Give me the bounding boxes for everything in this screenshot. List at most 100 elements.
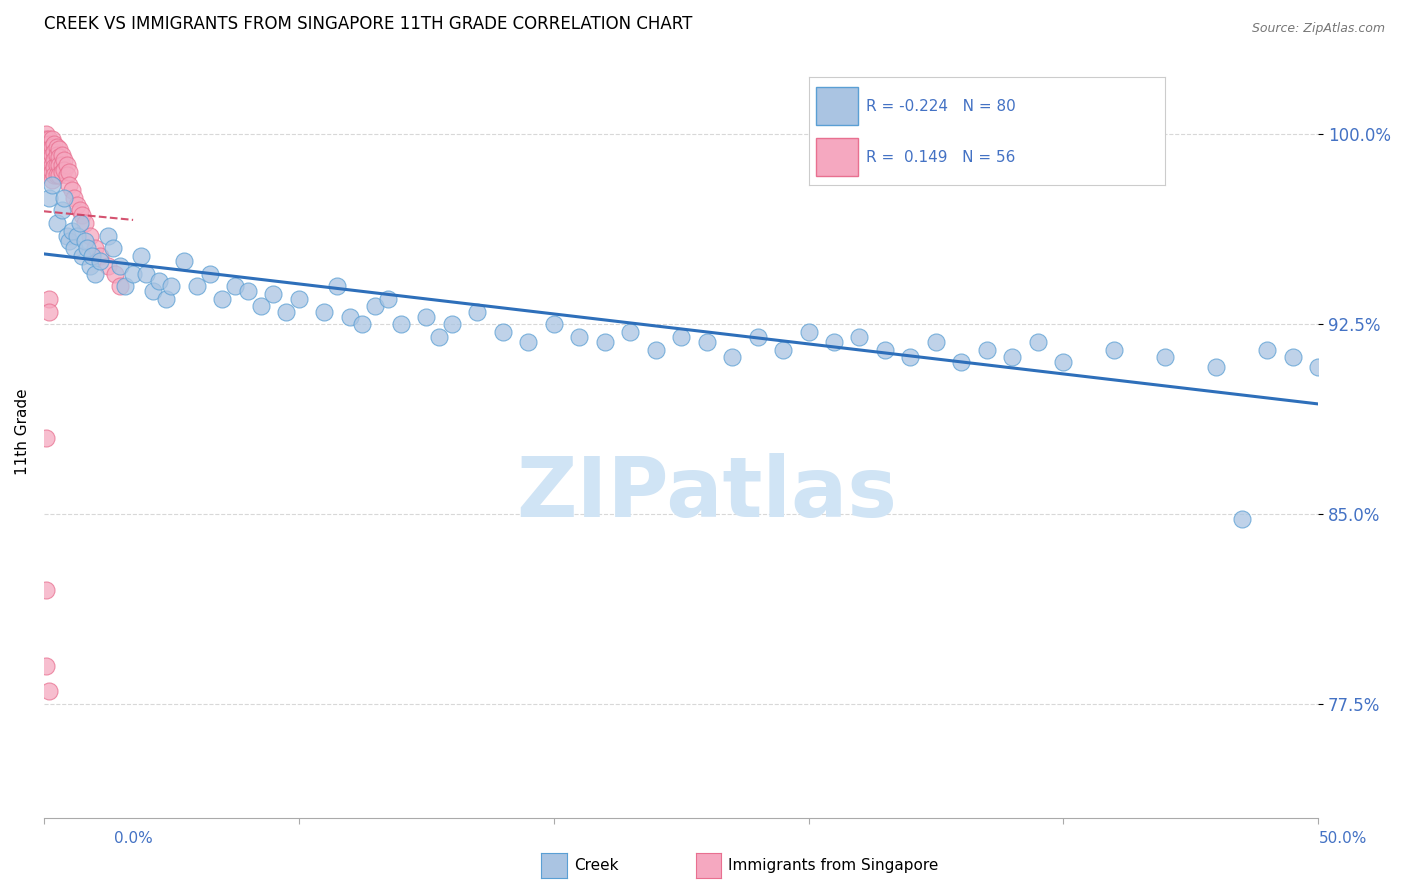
Point bbox=[38, 137, 60, 152]
Text: 50.0%: 50.0% bbox=[1319, 831, 1367, 846]
Point bbox=[53, 153, 76, 167]
Point bbox=[110, 259, 132, 273]
Point bbox=[69, 216, 91, 230]
Point bbox=[1154, 350, 1177, 364]
Point bbox=[1052, 355, 1074, 369]
Point bbox=[48, 168, 70, 182]
Point bbox=[198, 267, 221, 281]
Point bbox=[262, 286, 284, 301]
Point bbox=[56, 158, 79, 172]
Text: Immigrants from Singapore: Immigrants from Singapore bbox=[728, 858, 939, 872]
Text: 0.0%: 0.0% bbox=[114, 831, 153, 846]
Point bbox=[48, 143, 70, 157]
Point bbox=[35, 659, 58, 673]
Point bbox=[38, 165, 60, 179]
Point bbox=[38, 132, 60, 146]
Point bbox=[42, 145, 65, 159]
Point bbox=[1001, 350, 1024, 364]
Point bbox=[339, 310, 361, 324]
Point bbox=[1230, 512, 1253, 526]
Point bbox=[1281, 350, 1303, 364]
Point bbox=[45, 140, 67, 154]
Point bbox=[517, 334, 540, 349]
Point bbox=[415, 310, 437, 324]
Point bbox=[593, 334, 616, 349]
Point bbox=[73, 216, 96, 230]
Point bbox=[224, 279, 246, 293]
Point bbox=[60, 183, 83, 197]
Point bbox=[45, 158, 67, 172]
Point bbox=[35, 431, 58, 445]
Point bbox=[142, 285, 165, 299]
Point bbox=[53, 191, 76, 205]
Point bbox=[41, 165, 63, 179]
Point bbox=[173, 253, 195, 268]
Point bbox=[35, 132, 58, 146]
Text: Source: ZipAtlas.com: Source: ZipAtlas.com bbox=[1251, 22, 1385, 36]
Point bbox=[976, 343, 998, 357]
Text: Creek: Creek bbox=[574, 858, 619, 872]
Point bbox=[389, 317, 412, 331]
Point bbox=[41, 178, 63, 192]
Point bbox=[122, 267, 145, 281]
Point bbox=[721, 350, 744, 364]
Point bbox=[619, 325, 641, 339]
Point bbox=[848, 330, 870, 344]
Point bbox=[58, 178, 80, 192]
Point bbox=[101, 241, 124, 255]
Point bbox=[83, 267, 105, 281]
Point bbox=[41, 173, 63, 187]
Point bbox=[950, 355, 973, 369]
Point bbox=[314, 304, 336, 318]
Point bbox=[45, 168, 67, 182]
Point bbox=[377, 292, 399, 306]
Point bbox=[364, 300, 387, 314]
Point bbox=[160, 279, 183, 293]
Point bbox=[900, 350, 922, 364]
Point bbox=[38, 684, 60, 698]
Point bbox=[66, 228, 89, 243]
Point bbox=[35, 582, 58, 597]
Point bbox=[41, 140, 63, 154]
Point bbox=[38, 292, 60, 306]
Point bbox=[48, 150, 70, 164]
Text: ZIPatlas: ZIPatlas bbox=[516, 453, 897, 534]
Point bbox=[797, 325, 820, 339]
Point bbox=[83, 241, 105, 255]
Point bbox=[60, 223, 83, 237]
Point bbox=[1256, 343, 1278, 357]
Point bbox=[287, 292, 309, 306]
Point bbox=[42, 137, 65, 152]
Point bbox=[70, 249, 93, 263]
Point bbox=[51, 158, 73, 172]
Point bbox=[465, 304, 488, 318]
Point bbox=[38, 153, 60, 167]
Point bbox=[51, 165, 73, 179]
Point bbox=[135, 267, 157, 281]
Point bbox=[53, 162, 76, 177]
Point bbox=[89, 253, 111, 268]
Point bbox=[696, 334, 718, 349]
Point bbox=[58, 165, 80, 179]
Point bbox=[148, 274, 170, 288]
Point bbox=[70, 208, 93, 222]
Point bbox=[129, 249, 152, 263]
Point bbox=[97, 259, 120, 273]
Point bbox=[644, 343, 666, 357]
Point bbox=[45, 216, 67, 230]
Point bbox=[41, 147, 63, 161]
Point bbox=[63, 241, 86, 255]
Point bbox=[38, 143, 60, 157]
Point bbox=[1205, 360, 1227, 375]
Point bbox=[823, 334, 845, 349]
Point bbox=[1308, 360, 1330, 375]
Point bbox=[925, 334, 948, 349]
Point bbox=[440, 317, 463, 331]
Point bbox=[38, 147, 60, 161]
Point bbox=[56, 168, 79, 182]
Point bbox=[42, 153, 65, 167]
Point bbox=[249, 300, 271, 314]
Point bbox=[41, 158, 63, 172]
Text: CREEK VS IMMIGRANTS FROM SINGAPORE 11TH GRADE CORRELATION CHART: CREEK VS IMMIGRANTS FROM SINGAPORE 11TH … bbox=[44, 15, 692, 33]
Point bbox=[110, 279, 132, 293]
